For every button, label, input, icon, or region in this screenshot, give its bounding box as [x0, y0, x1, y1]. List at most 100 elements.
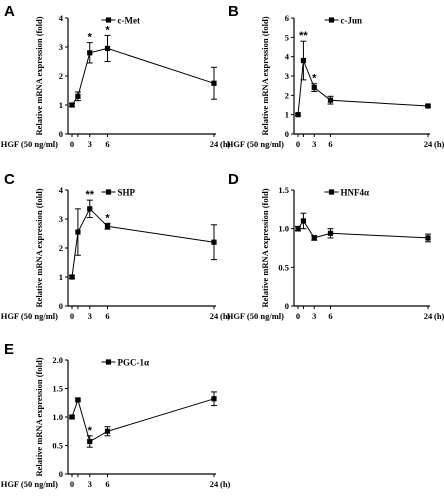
chart-panel-e: E 0 0.5 1.0 1.5 2.0 0 3 6 24 HGF (50 ng/ml) (h) Rela…	[1, 341, 231, 489]
legend-marker	[105, 189, 112, 195]
legend-marker	[105, 359, 112, 365]
y-tick-label: 0	[285, 129, 289, 139]
data-point	[104, 428, 111, 434]
x-tick-label: 3	[88, 479, 92, 489]
chart-panel-c: C 0 1 2 3 4 0 3 6 24 HGF (50 ng/ml) (h) Relative mRN…	[1, 171, 231, 321]
y-tick-label: 2	[59, 71, 63, 81]
chart-panel-a: A 0 1 2 3 4 0 3 6 24 HGF (50 ng/ml) (h) Relative mRN…	[1, 3, 231, 149]
x-axis-unit: (h)	[434, 311, 444, 321]
data-point	[69, 414, 75, 420]
x-tick-label: 0	[70, 311, 74, 321]
significance-mark: **	[85, 189, 94, 201]
legend-label: c-Jun	[341, 16, 363, 26]
y-tick-label: 0	[59, 301, 63, 311]
y-axis-label: Relative mRNA expression (fold)	[34, 16, 44, 135]
data-point	[327, 230, 334, 236]
panel-letter: A	[4, 3, 15, 20]
panel-letter: E	[4, 341, 14, 358]
x-tick-label: 24	[424, 311, 433, 321]
data-point	[75, 229, 81, 235]
x-axis-label: HGF (50 ng/ml)	[227, 311, 284, 321]
significance-mark: **	[299, 30, 308, 42]
y-tick-label: 1.0	[278, 224, 289, 234]
y-tick-label: 2.0	[52, 355, 63, 365]
significance-mark: *	[105, 212, 110, 224]
y-tick-label: 6	[285, 13, 289, 23]
data-point	[425, 103, 431, 109]
legend-marker	[328, 189, 335, 195]
y-tick-label: 4	[59, 13, 64, 23]
y-tick-label: 2	[59, 243, 63, 253]
data-point	[300, 57, 307, 64]
data-point	[300, 218, 307, 224]
x-axis-unit: (h)	[434, 139, 444, 149]
data-point	[211, 80, 217, 86]
data-point	[75, 397, 81, 403]
x-tick-label: 24	[210, 311, 219, 321]
series-line	[71, 207, 215, 278]
data-point	[75, 93, 81, 99]
data-point	[295, 112, 301, 118]
y-tick-label: 1.0	[52, 412, 63, 422]
panel-letter: C	[4, 171, 15, 188]
y-tick-label: 1	[285, 110, 289, 120]
significance-mark: *	[105, 24, 110, 36]
y-tick-label: 1.5	[278, 185, 289, 195]
y-tick-label: 3	[285, 71, 289, 81]
data-point	[211, 239, 217, 245]
x-tick-label: 6	[105, 139, 109, 149]
y-tick-label: 0.5	[278, 262, 289, 272]
legend-label: HNF4α	[341, 188, 370, 198]
y-axis-label: Relative mRNA expression (fold)	[34, 188, 44, 307]
x-tick-label: 0	[70, 139, 74, 149]
data-point	[87, 50, 93, 56]
y-tick-label: 4	[285, 52, 290, 62]
y-tick-label: 0.5	[52, 441, 63, 451]
chart-panel-b: B 0 1 2 3 4 5 6 0 3 6 24 HGF (50 ng/ml) (h) Relative m…	[227, 3, 444, 149]
significance-mark: *	[312, 73, 317, 85]
y-tick-label: 1.5	[52, 384, 63, 394]
y-tick-label: 3	[59, 214, 63, 224]
y-tick-label: 1	[59, 100, 63, 110]
x-tick-label: 24	[424, 139, 433, 149]
y-axis-label: Relative mRNA expression (fold)	[260, 16, 270, 135]
panel-letter: B	[228, 3, 239, 20]
y-tick-label: 4	[59, 185, 64, 195]
x-axis-label: HGF (50 ng/ml)	[1, 139, 58, 149]
x-axis-unit: (h)	[220, 479, 231, 489]
legend-label: c-Met	[118, 16, 140, 26]
x-tick-label: 24	[210, 479, 219, 489]
significance-mark: *	[88, 425, 93, 437]
data-point	[425, 235, 431, 241]
x-tick-label: 3	[88, 139, 92, 149]
data-point	[311, 85, 317, 91]
x-tick-label: 3	[312, 311, 316, 321]
x-axis-label: HGF (50 ng/ml)	[1, 479, 58, 489]
x-tick-label: 24	[210, 139, 219, 149]
data-point	[311, 235, 317, 241]
x-tick-label: 3	[88, 311, 92, 321]
series-line	[297, 219, 429, 239]
legend-label: SHP	[118, 188, 136, 198]
y-tick-label: 0	[59, 469, 63, 479]
data-point	[87, 438, 93, 445]
x-tick-label: 6	[328, 311, 332, 321]
y-tick-label: 0	[59, 129, 63, 139]
data-point	[104, 223, 111, 229]
legend-marker	[105, 17, 112, 23]
data-point	[104, 45, 111, 52]
data-point	[69, 274, 75, 280]
panel-letter: D	[228, 171, 239, 188]
x-tick-label: 3	[312, 139, 316, 149]
legend-label: PGC-1α	[118, 358, 150, 368]
y-tick-label: 5	[285, 32, 289, 42]
x-tick-label: 0	[296, 311, 300, 321]
series-line	[297, 60, 429, 115]
x-tick-label: 6	[328, 139, 332, 149]
y-tick-label: 1	[59, 272, 63, 282]
series-line	[71, 47, 215, 106]
y-axis-label: Relative mRNA expression (fold)	[260, 188, 270, 307]
x-axis-label: HGF (50 ng/ml)	[1, 311, 58, 321]
x-tick-label: 0	[296, 139, 300, 149]
